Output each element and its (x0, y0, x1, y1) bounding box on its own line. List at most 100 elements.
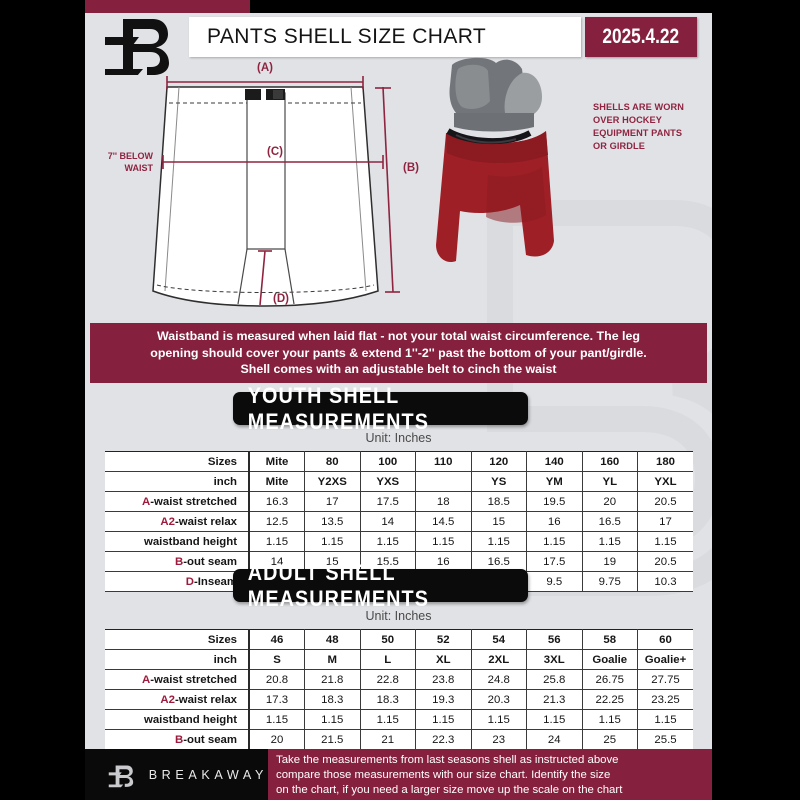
table-cell: 20.8 (249, 669, 305, 690)
footer-line3: on the chart, if you need a larger size … (276, 784, 623, 797)
breakaway-b-logo-icon (108, 764, 134, 787)
table-cell: 1.15 (582, 531, 638, 552)
table-cell: 13.5 (304, 511, 361, 532)
table-cell: 140 (526, 451, 583, 472)
table-row: A2-waist relax 17.3 18.3 18.3 19.3 20.3 21.3 22… (105, 689, 693, 710)
dimension-d (258, 250, 272, 306)
table-cell: 25.5 (637, 729, 693, 749)
photo-note-line4: OR GIRDLE (593, 141, 645, 151)
table-cell: YL (582, 471, 638, 492)
table-cell: 19.3 (415, 689, 472, 710)
table-cell: 1.15 (360, 531, 416, 552)
table-cell: 20.5 (637, 491, 693, 512)
table-cell: 60 (637, 629, 693, 650)
row-label-marker: A2 (160, 693, 175, 706)
adult-size-table-wrap: Sizes 46 48 50 52 54 56 58 60 inch S M L XL 2XL 3XL Goal… (105, 629, 693, 749)
diagram-label-b: (B) (403, 162, 419, 174)
table-cell: 16.5 (471, 551, 527, 572)
table-cell: 9.75 (582, 571, 638, 592)
row-label: B-out seam (105, 551, 250, 572)
table-cell: YM (526, 471, 583, 492)
section-header-youth: YOUTH SHELL MEASUREMENTS (233, 383, 528, 434)
table-cell: 21.3 (526, 689, 583, 710)
table-cell: 100 (360, 451, 416, 472)
table-cell: 17.3 (249, 689, 305, 710)
table-cell: 180 (637, 451, 693, 472)
top-strip-accent (85, 0, 250, 13)
table-row: A-waist stretched 20.8 21.8 22.8 23.8 24.8 25.… (105, 669, 693, 690)
dimension-a (166, 76, 364, 89)
page-title: PANTS SHELL SIZE CHART (207, 25, 487, 48)
table-row: Sizes Mite 80 100 110 120 140 160 180 (105, 451, 693, 472)
red-shell-illustration (436, 128, 554, 263)
photo-note-line2: OVER HOCKEY (593, 115, 662, 125)
table-cell: 15 (471, 511, 527, 532)
dimension-b (375, 86, 400, 293)
breakaway-b-logo-icon (105, 19, 169, 75)
table-cell: Goalie (582, 649, 638, 670)
table-cell: 19 (582, 551, 638, 572)
table-cell: 20.3 (471, 689, 527, 710)
table-cell: 25 (582, 729, 638, 749)
table-cell: 1.15 (415, 531, 472, 552)
table-cell: 2XL (471, 649, 527, 670)
footer-line1: Take the measurements from last seasons … (276, 754, 619, 766)
table-cell: 1.15 (360, 709, 416, 730)
banner-line3: Shell comes with an adjustable belt to c… (240, 362, 557, 377)
table-cell: 110 (415, 451, 472, 472)
title-box: PANTS SHELL SIZE CHART (189, 17, 581, 57)
table-cell: 16.3 (249, 491, 305, 512)
header: PANTS SHELL SIZE CHART 2025.4.22 (85, 13, 712, 75)
photo-note: SHELLS ARE WORN OVER HOCKEY EQUIPMENT PA… (593, 101, 703, 153)
row-label: A-waist stretched (105, 491, 250, 512)
table-cell: 26.75 (582, 669, 638, 690)
table-cell: 22.3 (415, 729, 472, 749)
table-cell: 48 (304, 629, 361, 650)
table-cell: 16.5 (582, 511, 638, 532)
table-cell: 23 (471, 729, 527, 749)
table-row: inch S M L XL 2XL 3XL Goalie Goalie+ (105, 649, 693, 670)
unit-label-adult: Unit: Inches (365, 609, 432, 623)
table-cell: 18.5 (471, 491, 527, 512)
below-waist-label-line1: 7'' BELOW (108, 151, 154, 161)
banner-line1: Waistband is measured when laid flat - n… (157, 329, 640, 344)
table-cell: 1.15 (471, 709, 527, 730)
table-cell: S (249, 649, 305, 670)
table-cell: 3XL (526, 649, 583, 670)
table-cell: 1.15 (637, 531, 693, 552)
table-cell: 27.75 (637, 669, 693, 690)
table-cell: 20 (582, 491, 638, 512)
table-cell: 56 (526, 629, 583, 650)
row-label: Sizes (105, 451, 250, 472)
photo-note-line1: SHELLS ARE WORN (593, 102, 684, 112)
photo-note-line3: EQUIPMENT PANTS (593, 128, 683, 138)
table-row: waistband height 1.15 1.15 1.15 1.15 1.15 1.15… (105, 531, 693, 552)
diagram-label-c: (C) (267, 146, 283, 158)
table-cell: YXL (637, 471, 693, 492)
table-cell: 21.5 (304, 729, 361, 749)
product-photo (436, 57, 554, 263)
table-cell: 23.25 (637, 689, 693, 710)
hockey-pads-illustration (449, 57, 542, 132)
table-cell: 18 (415, 491, 472, 512)
pants-shell-diagram: (A) (B) (C) (D) 7'' BELOW (108, 62, 419, 307)
table-cell: Mite (249, 451, 305, 472)
table-cell: 1.15 (471, 531, 527, 552)
row-label-marker: B (174, 555, 184, 568)
table-cell: L (360, 649, 416, 670)
table-cell: 20 (249, 729, 305, 749)
section-title-youth: YOUTH SHELL MEASUREMENTS (247, 382, 430, 434)
table-cell: 17 (637, 511, 693, 532)
table-cell: 54 (471, 629, 527, 650)
table-cell: 9.5 (526, 571, 583, 592)
row-label-marker: A (142, 673, 151, 686)
table-cell: XL (415, 649, 472, 670)
table-row: waistband height 1.15 1.15 1.15 1.15 1.15 1.15… (105, 709, 693, 730)
table-cell: Goalie+ (637, 649, 693, 670)
row-label-marker: A2 (160, 515, 175, 528)
table-cell: Mite (249, 471, 305, 492)
row-label: A2-waist relax (105, 511, 250, 532)
date-text: 2025.4.22 (602, 25, 680, 48)
table-cell: 120 (471, 451, 527, 472)
